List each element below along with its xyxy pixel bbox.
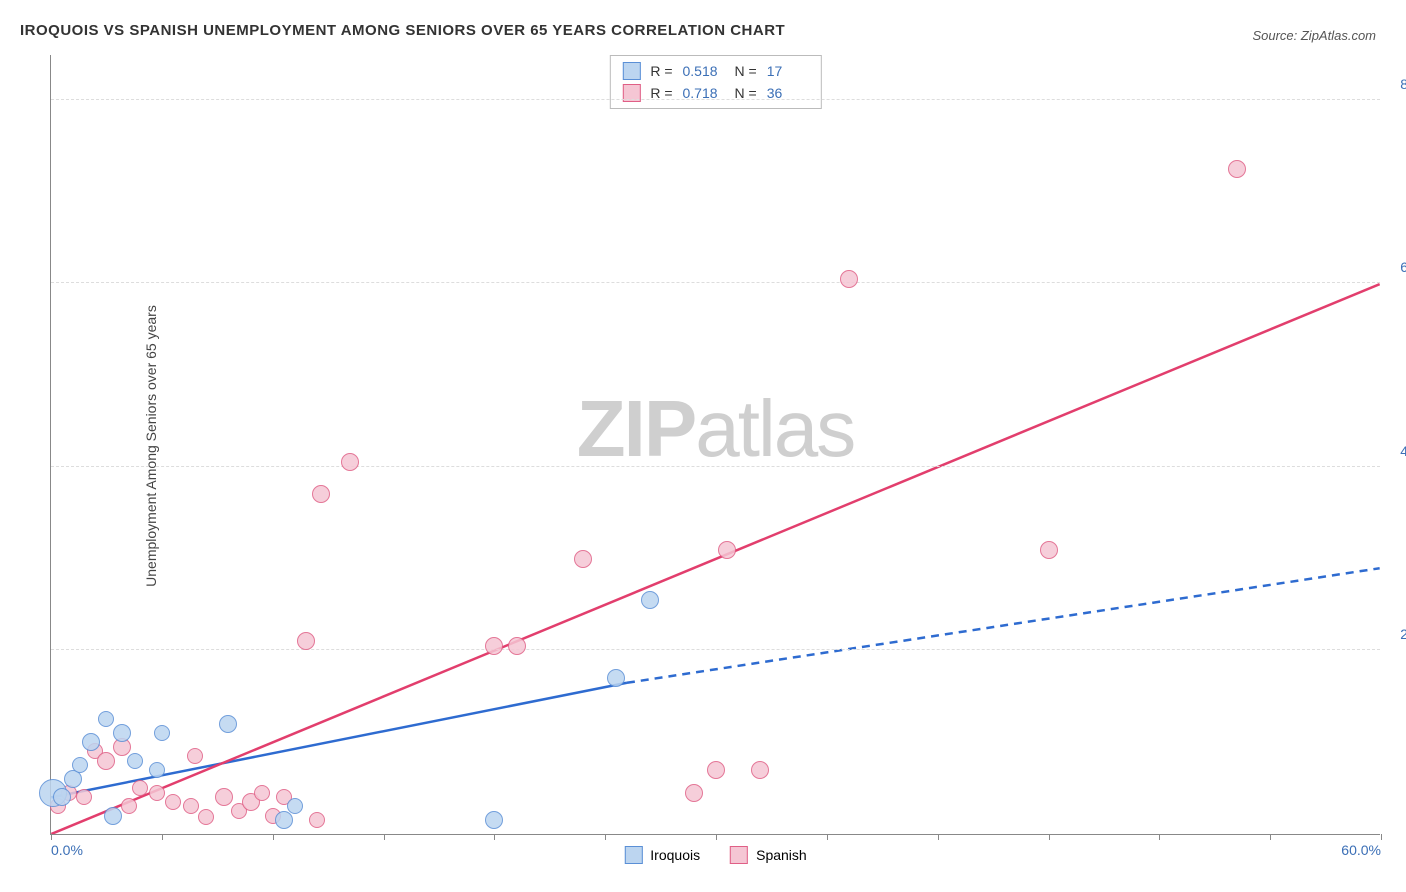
x-tick [1270,834,1271,840]
data-point-iroquois [98,711,114,727]
trend-line [627,568,1380,683]
data-point-iroquois [53,788,71,806]
data-point-spanish [132,780,148,796]
x-tick [1159,834,1160,840]
x-tick [1381,834,1382,840]
plot-area: ZIPatlas R = 0.518 N = 17 R = 0.718 N = … [50,55,1380,835]
x-tick [384,834,385,840]
data-point-iroquois [485,811,503,829]
data-point-iroquois [82,733,100,751]
x-tick [605,834,606,840]
legend-row-spanish: R = 0.718 N = 36 [622,82,808,104]
x-tick [162,834,163,840]
data-point-iroquois [287,798,303,814]
r-value-iroquois: 0.518 [683,63,725,79]
data-point-spanish [840,270,858,288]
source-attribution: Source: ZipAtlas.com [1252,28,1376,43]
x-tick [938,834,939,840]
data-point-spanish [165,794,181,810]
data-point-spanish [508,637,526,655]
legend-item-iroquois: Iroquois [624,846,700,864]
y-tick-label: 80.0% [1400,76,1406,92]
data-point-spanish [341,453,359,471]
gridline [51,99,1380,100]
data-point-iroquois [154,725,170,741]
data-point-spanish [76,789,92,805]
legend-label-spanish: Spanish [756,847,807,863]
data-point-spanish [297,632,315,650]
data-point-iroquois [149,762,165,778]
trend-lines-layer [51,55,1380,834]
data-point-spanish [187,748,203,764]
data-point-spanish [312,485,330,503]
data-point-iroquois [275,811,293,829]
legend-row-iroquois: R = 0.518 N = 17 [622,60,808,82]
y-tick-label: 20.0% [1400,626,1406,642]
data-point-iroquois [113,724,131,742]
y-tick-label: 40.0% [1400,443,1406,459]
data-point-iroquois [607,669,625,687]
data-point-spanish [198,809,214,825]
trend-line [51,284,1379,834]
data-point-spanish [1228,160,1246,178]
data-point-spanish [183,798,199,814]
gridline [51,466,1380,467]
n-label: N = [735,63,757,79]
x-tick [1049,834,1050,840]
n-value-iroquois: 17 [767,63,809,79]
data-point-iroquois [72,757,88,773]
watermark: ZIPatlas [577,383,854,475]
watermark-atlas: atlas [695,384,854,473]
swatch-iroquois [624,846,642,864]
correlation-legend: R = 0.518 N = 17 R = 0.718 N = 36 [609,55,821,109]
series-legend: Iroquois Spanish [624,846,806,864]
data-point-spanish [309,812,325,828]
watermark-zip: ZIP [577,384,695,473]
data-point-spanish [97,752,115,770]
data-point-iroquois [641,591,659,609]
data-point-spanish [254,785,270,801]
data-point-spanish [485,637,503,655]
data-point-spanish [215,788,233,806]
data-point-spanish [1040,541,1058,559]
legend-label-iroquois: Iroquois [650,847,700,863]
x-tick [494,834,495,840]
r-label: R = [650,63,672,79]
data-point-spanish [121,798,137,814]
data-point-spanish [751,761,769,779]
data-point-spanish [149,785,165,801]
data-point-spanish [718,541,736,559]
data-point-spanish [685,784,703,802]
x-tick [273,834,274,840]
data-point-spanish [574,550,592,568]
gridline [51,649,1380,650]
data-point-spanish [707,761,725,779]
chart-title: IROQUOIS VS SPANISH UNEMPLOYMENT AMONG S… [20,22,785,39]
swatch-spanish [730,846,748,864]
data-point-iroquois [104,807,122,825]
x-tick [716,834,717,840]
x-tick-label: 0.0% [51,842,83,858]
y-tick-label: 60.0% [1400,259,1406,275]
data-point-iroquois [127,753,143,769]
legend-item-spanish: Spanish [730,846,807,864]
data-point-iroquois [219,715,237,733]
gridline [51,282,1380,283]
swatch-iroquois [622,62,640,80]
x-tick [51,834,52,840]
x-tick [827,834,828,840]
x-tick-label: 60.0% [1341,842,1381,858]
